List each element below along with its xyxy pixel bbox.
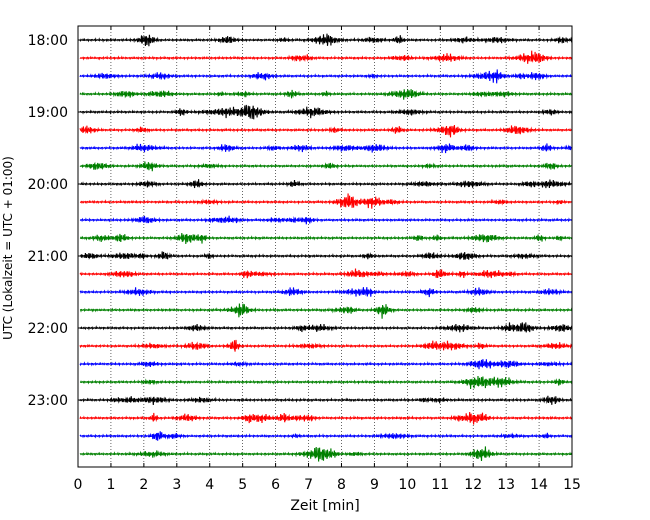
trace-2230 xyxy=(79,359,573,370)
x-tick-label: 11 xyxy=(431,477,449,493)
y-tick-label: 20:00 xyxy=(28,177,68,193)
y-tick-label: 19:00 xyxy=(28,105,68,121)
trace-1830 xyxy=(79,69,573,84)
trace-1815 xyxy=(79,50,573,64)
trace-2300 xyxy=(79,395,573,405)
trace-2315 xyxy=(79,411,573,425)
y-tick-label: 18:00 xyxy=(28,33,68,49)
x-tick-label: 4 xyxy=(205,477,214,493)
trace-1800 xyxy=(79,33,573,47)
y-axis-ticks: 18:00 19:00 20:00 21:00 22:00 23:00 xyxy=(28,33,572,409)
trace-2115 xyxy=(79,268,573,279)
trace-2330 xyxy=(79,431,573,441)
x-tick-label: 12 xyxy=(464,477,482,493)
x-tick-label: 2 xyxy=(139,477,148,493)
trace-2015 xyxy=(79,193,573,209)
trace-2000 xyxy=(79,179,573,189)
trace-1930 xyxy=(79,143,573,154)
y-axis-label: UTC (Lokalzeit = UTC + 01:00) xyxy=(1,156,15,340)
trace-2100 xyxy=(79,251,573,261)
trace-2130 xyxy=(79,287,573,298)
x-tick-label: 0 xyxy=(74,477,83,493)
x-tick-label: 9 xyxy=(370,477,379,493)
x-tick-label: 3 xyxy=(172,477,181,493)
trace-1915 xyxy=(79,125,573,138)
x-tick-label: 1 xyxy=(106,477,115,493)
y-tick-label: 23:00 xyxy=(28,393,68,409)
y-tick-label: 22:00 xyxy=(28,321,68,337)
trace-1845 xyxy=(79,89,573,100)
trace-2345 xyxy=(79,446,573,462)
x-tick-label: 6 xyxy=(271,477,280,493)
x-tick-label: 7 xyxy=(304,477,313,493)
x-axis-ticks: 0 1 2 3 4 5 6 7 8 9 10 11 12 13 14 15 xyxy=(74,26,581,493)
trace-1945 xyxy=(79,161,573,172)
x-tick-label: 15 xyxy=(563,477,581,493)
x-tick-label: 14 xyxy=(530,477,548,493)
trace-1900 xyxy=(79,104,573,120)
trace-2215 xyxy=(79,339,573,352)
trace-2145 xyxy=(79,303,573,319)
x-tick-label: 8 xyxy=(337,477,346,493)
seismogram-traces xyxy=(79,33,573,462)
x-tick-label: 10 xyxy=(398,477,416,493)
trace-2200 xyxy=(79,322,573,333)
x-tick-label: 13 xyxy=(497,477,515,493)
trace-2030 xyxy=(79,215,573,225)
trace-2045 xyxy=(79,232,573,245)
trace-2245 xyxy=(79,375,573,389)
plot-frame xyxy=(77,25,573,468)
x-axis-label: Zeit [min] xyxy=(290,498,359,514)
y-tick-label: 21:00 xyxy=(28,249,68,265)
x-tick-label: 5 xyxy=(238,477,247,493)
